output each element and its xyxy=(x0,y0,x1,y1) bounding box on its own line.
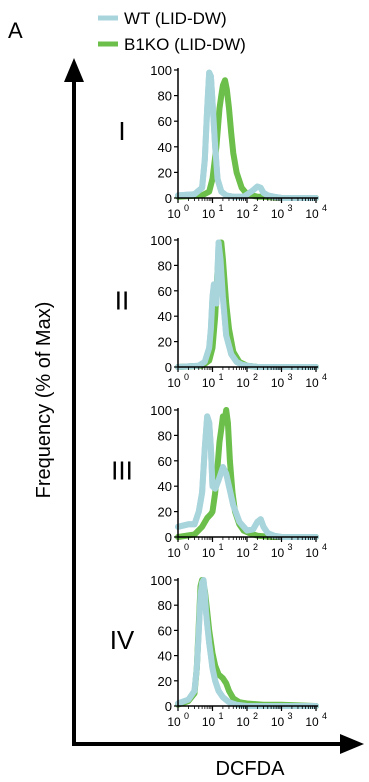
y-tick-label: 80 xyxy=(158,89,172,104)
x-tick-label: 10 xyxy=(305,715,319,729)
x-tick-exponent: 0 xyxy=(184,203,189,213)
y-tick-label: 0 xyxy=(165,191,172,206)
x-tick-label: 10 xyxy=(167,715,181,729)
panel-label: II xyxy=(115,286,129,316)
y-tick-label: 20 xyxy=(158,335,172,350)
y-tick-label: 60 xyxy=(158,623,172,638)
x-tick-label: 10 xyxy=(236,207,250,221)
x-tick-exponent: 0 xyxy=(184,542,189,552)
y-axis-title: Frequency (% of Max) xyxy=(33,302,55,499)
y-tick-label: 20 xyxy=(158,165,172,180)
series-b1ko-line xyxy=(175,239,319,370)
x-tick-exponent: 3 xyxy=(288,542,293,552)
legend-label-wt: WT (LID-DW) xyxy=(124,9,227,28)
series-wt-line-overlay xyxy=(175,577,319,709)
y-tick-label: 20 xyxy=(158,505,172,520)
x-tick-exponent: 2 xyxy=(253,711,258,721)
x-tick-exponent: 2 xyxy=(253,203,258,213)
y-tick-label: 40 xyxy=(158,649,172,664)
x-tick-label: 10 xyxy=(236,376,250,390)
y-tick-label: 40 xyxy=(158,309,172,324)
x-tick-label: 10 xyxy=(167,546,181,560)
x-tick-label: 10 xyxy=(271,715,285,729)
x-tick-label: 10 xyxy=(167,207,181,221)
x-tick-exponent: 1 xyxy=(219,711,224,721)
y-tick-label: 100 xyxy=(150,63,172,78)
x-tick-label: 10 xyxy=(271,376,285,390)
x-tick-exponent: 4 xyxy=(322,542,327,552)
x-axis-title: DCFDA xyxy=(216,758,286,780)
x-tick-label: 10 xyxy=(167,376,181,390)
x-tick-exponent: 0 xyxy=(184,711,189,721)
x-tick-exponent: 1 xyxy=(219,203,224,213)
x-tick-label: 10 xyxy=(236,546,250,560)
y-tick-label: 20 xyxy=(158,674,172,689)
y-tick-label: 40 xyxy=(158,479,172,494)
y-tick-label: 60 xyxy=(158,284,172,299)
x-tick-exponent: 4 xyxy=(322,711,327,721)
panel-letter: A xyxy=(8,18,23,43)
x-axis-arrow xyxy=(72,734,364,754)
y-tick-label: 40 xyxy=(158,140,172,155)
panel-label: III xyxy=(111,456,133,486)
x-tick-exponent: 3 xyxy=(288,203,293,213)
panel-label: IV xyxy=(110,625,135,655)
x-tick-exponent: 1 xyxy=(219,372,224,382)
x-tick-label: 10 xyxy=(305,207,319,221)
x-tick-exponent: 4 xyxy=(322,372,327,382)
series-wt-line xyxy=(175,69,319,201)
y-tick-label: 80 xyxy=(158,428,172,443)
y-tick-label: 0 xyxy=(165,360,172,375)
x-tick-label: 10 xyxy=(202,546,216,560)
x-tick-label: 10 xyxy=(202,715,216,729)
x-tick-exponent: 3 xyxy=(288,372,293,382)
x-tick-label: 10 xyxy=(236,715,250,729)
y-tick-label: 80 xyxy=(158,258,172,273)
x-tick-label: 10 xyxy=(202,207,216,221)
series-wt-line-overlay xyxy=(175,69,319,201)
y-tick-label: 100 xyxy=(150,403,172,418)
legend: WT (LID-DW) B1KO (LID-DW) xyxy=(98,9,246,54)
series-wt-line-overlay xyxy=(175,239,319,370)
x-tick-label: 10 xyxy=(271,207,285,221)
x-tick-label: 10 xyxy=(202,376,216,390)
x-tick-label: 10 xyxy=(271,546,285,560)
series-wt-line xyxy=(175,239,319,370)
y-tick-label: 0 xyxy=(165,699,172,714)
y-tick-label: 100 xyxy=(150,233,172,248)
panel-label: I xyxy=(118,116,125,146)
y-tick-label: 0 xyxy=(165,530,172,545)
series-b1ko-line xyxy=(175,77,319,201)
y-axis-arrow xyxy=(64,58,84,744)
y-tick-label: 60 xyxy=(158,454,172,469)
y-tick-label: 60 xyxy=(158,114,172,129)
series-wt-line-overlay xyxy=(175,413,319,540)
legend-label-b1ko: B1KO (LID-DW) xyxy=(124,35,246,54)
x-tick-exponent: 1 xyxy=(219,542,224,552)
y-tick-label: 80 xyxy=(158,598,172,613)
x-tick-exponent: 4 xyxy=(322,203,327,213)
x-tick-exponent: 2 xyxy=(253,372,258,382)
x-tick-label: 10 xyxy=(305,546,319,560)
x-tick-label: 10 xyxy=(305,376,319,390)
x-tick-exponent: 3 xyxy=(288,711,293,721)
x-tick-exponent: 2 xyxy=(253,542,258,552)
x-tick-exponent: 0 xyxy=(184,372,189,382)
y-tick-label: 100 xyxy=(150,573,172,588)
